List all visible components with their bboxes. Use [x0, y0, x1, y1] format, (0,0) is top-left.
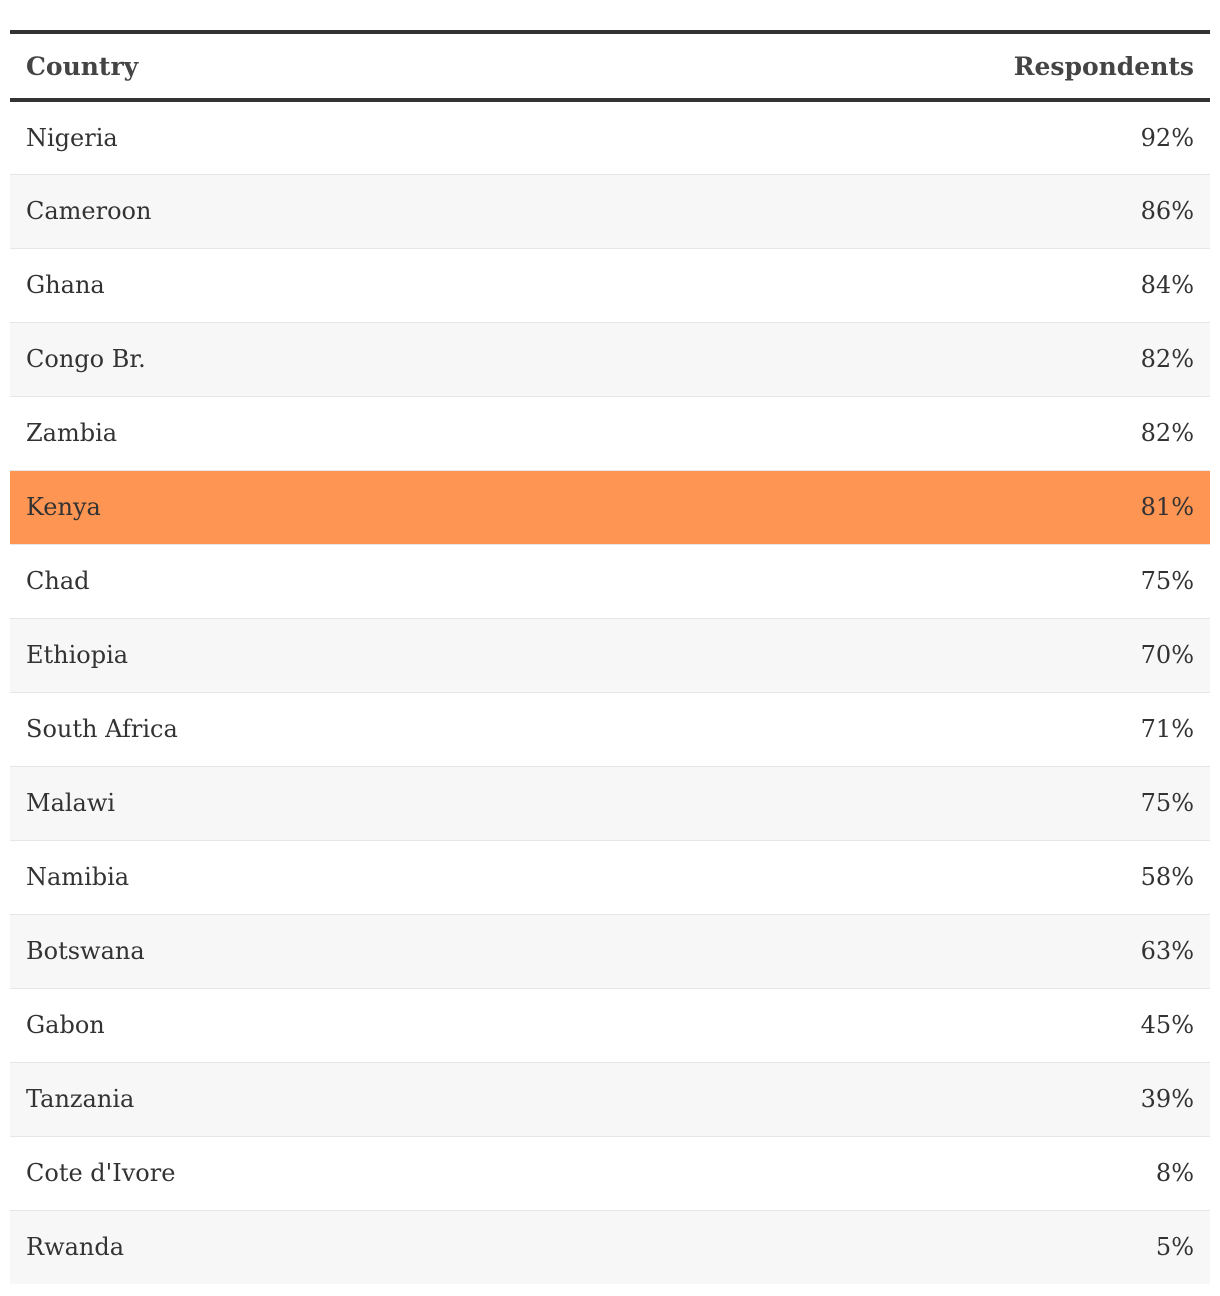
respondents-cell: 82%: [1140, 345, 1194, 373]
table-row: Nigeria 92%: [10, 100, 1210, 174]
table-row: Chad 75%: [10, 544, 1210, 618]
respondents-cell: 75%: [1140, 567, 1194, 595]
table-row: Malawi 75%: [10, 766, 1210, 840]
country-cell: Zambia: [26, 419, 118, 447]
country-cell: Tanzania: [26, 1085, 135, 1113]
respondents-table: Country Respondents Nigeria 92% Cameroon 86…: [10, 30, 1210, 1284]
table-row: Botswana 63%: [10, 914, 1210, 988]
country-cell: Namibia: [26, 863, 130, 891]
country-cell: Kenya: [26, 493, 101, 521]
table-row: Ghana 84%: [10, 248, 1210, 322]
respondents-cell: 75%: [1140, 789, 1194, 817]
country-cell: Ghana: [26, 271, 105, 299]
respondents-cell: 84%: [1140, 271, 1194, 299]
respondents-cell: 92%: [1140, 123, 1194, 152]
country-cell: Rwanda: [26, 1233, 125, 1262]
country-cell: Cameroon: [26, 197, 152, 225]
table-header: Country Respondents: [10, 32, 1210, 100]
respondents-cell: 63%: [1140, 937, 1194, 965]
respondents-cell: 8%: [1155, 1159, 1194, 1187]
table-body: Nigeria 92% Cameroon 86% Ghana 84% Congo Br. 82…: [10, 100, 1210, 1284]
respondents-cell: 45%: [1140, 1011, 1194, 1039]
table-row: Namibia 58%: [10, 840, 1210, 914]
respondents-cell: 5%: [1155, 1233, 1194, 1262]
respondents-cell: 39%: [1140, 1085, 1194, 1113]
respondents-cell: 82%: [1140, 419, 1194, 447]
country-cell: Congo Br.: [26, 345, 146, 373]
respondents-cell: 71%: [1140, 715, 1194, 743]
respondents-cell: 70%: [1140, 641, 1194, 669]
header-row: Country Respondents: [10, 32, 1210, 100]
country-cell: South Africa: [26, 715, 178, 743]
country-cell: Nigeria: [26, 123, 118, 152]
table-row: Kenya 81%: [10, 470, 1210, 544]
country-cell: Cote d'Ivore: [26, 1159, 176, 1187]
respondents-cell: 81%: [1140, 493, 1194, 521]
table-row: South Africa 71%: [10, 692, 1210, 766]
country-cell: Botswana: [26, 937, 145, 965]
respondents-cell: 86%: [1140, 197, 1194, 225]
respondents-cell: 58%: [1140, 863, 1194, 891]
country-cell: Ethiopia: [26, 641, 129, 669]
table-row: Congo Br. 82%: [10, 322, 1210, 396]
table-row: Gabon 45%: [10, 988, 1210, 1062]
country-cell: Malawi: [26, 789, 116, 817]
country-cell: Chad: [26, 567, 90, 595]
respondents-table-container: Country Respondents Nigeria 92% Cameroon 86…: [10, 30, 1210, 1284]
column-header-country[interactable]: Country: [26, 51, 139, 81]
table-row: Ethiopia 70%: [10, 618, 1210, 692]
table-row: Rwanda 5%: [10, 1210, 1210, 1284]
column-header-respondents[interactable]: Respondents: [1013, 51, 1194, 81]
table-row: Zambia 82%: [10, 396, 1210, 470]
table-row: Tanzania 39%: [10, 1062, 1210, 1136]
country-cell: Gabon: [26, 1011, 105, 1039]
table-row: Cote d'Ivore 8%: [10, 1136, 1210, 1210]
table-row: Cameroon 86%: [10, 174, 1210, 248]
